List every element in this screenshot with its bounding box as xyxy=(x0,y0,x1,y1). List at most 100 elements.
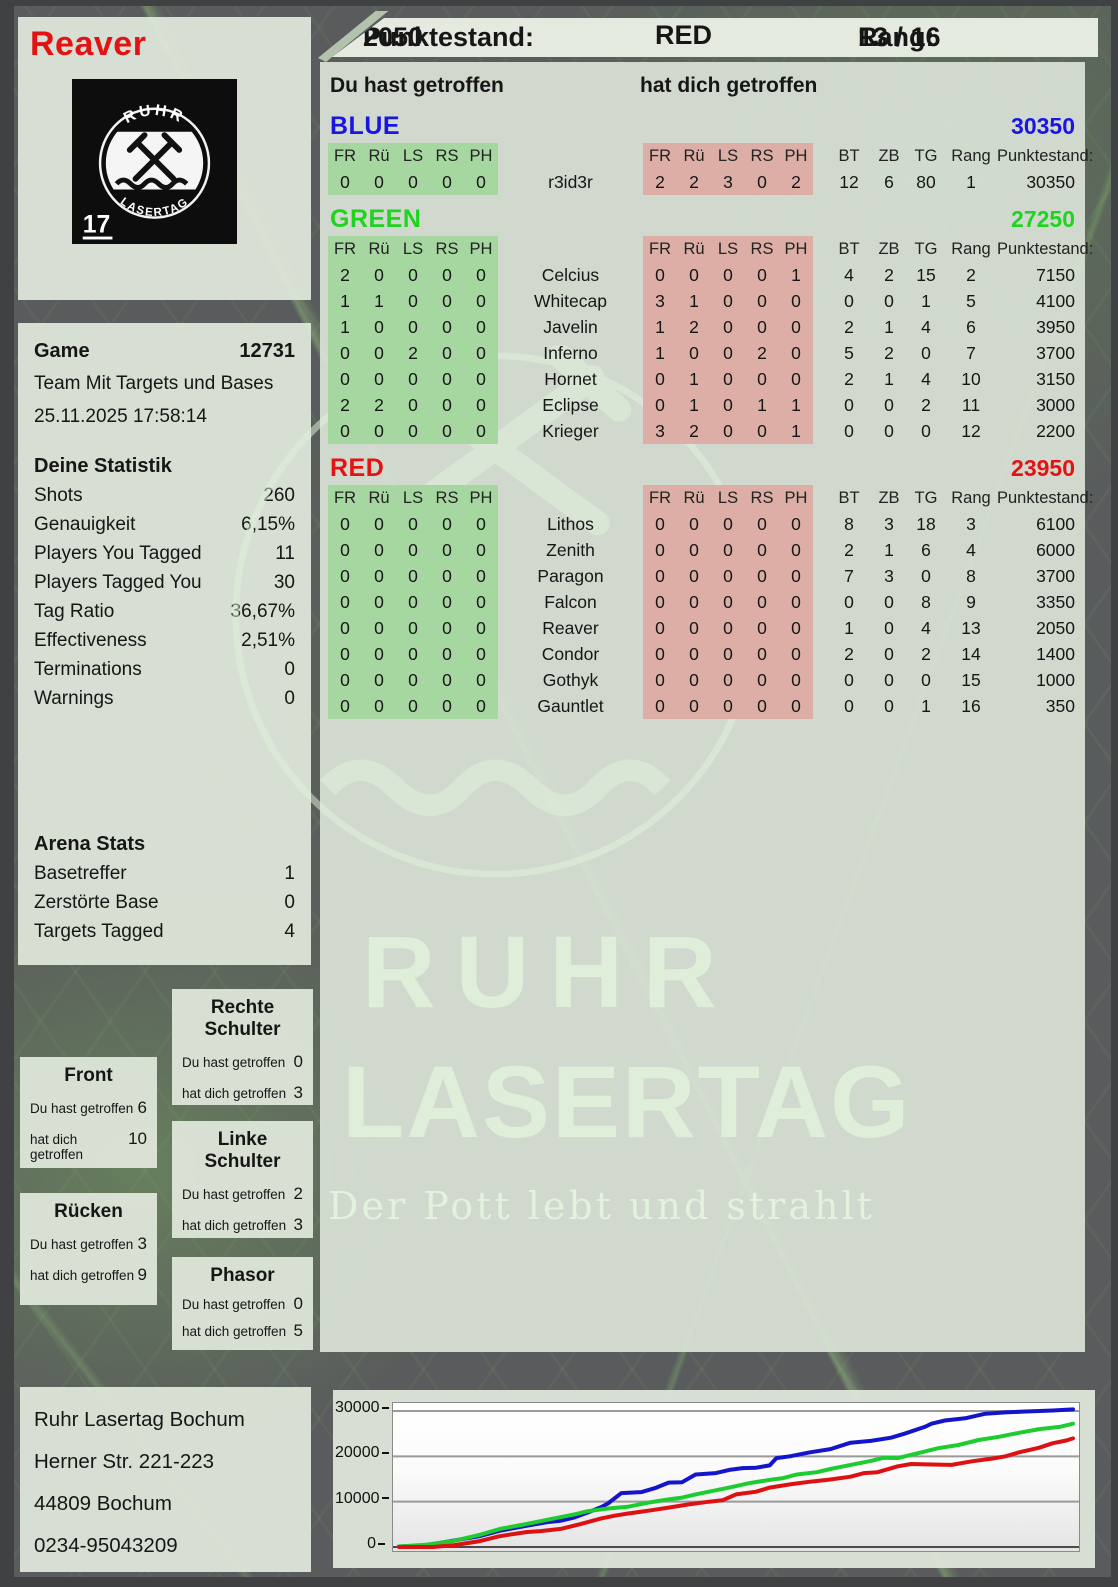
you-hit-cell: 2 xyxy=(328,392,362,418)
you-hit-cell: 0 xyxy=(464,340,498,366)
zone-col-header: PH xyxy=(779,143,813,169)
bt-cell: 2 xyxy=(844,540,854,560)
zb-cell: 0 xyxy=(884,618,894,638)
game-id: 12731 xyxy=(239,340,295,362)
y-tick-label: 10000 xyxy=(335,1490,389,1508)
tick-mark xyxy=(381,1497,389,1500)
stat-col-header: ZB xyxy=(878,147,900,165)
hitzone-title: Front xyxy=(64,1065,113,1086)
stat-label: Shots xyxy=(34,485,83,506)
you-hit-cell: 0 xyxy=(430,169,464,195)
them-hit-cell: 0 xyxy=(745,615,779,641)
bt-cell: 0 xyxy=(844,592,854,612)
zone-col-header: RS xyxy=(745,236,779,262)
them-hit-cell: 0 xyxy=(779,314,813,340)
arena-stat-value: 4 xyxy=(284,921,295,942)
player-row: 0 0 0 0 0 Hornet 0 1 0 0 0 2 1 4 10 3150 xyxy=(320,366,1085,392)
you-hit-value: 0 xyxy=(293,1052,303,1071)
them-hit-cell: 0 xyxy=(711,366,745,392)
tg-cell: 18 xyxy=(916,514,936,534)
arena-stat-row: Zerstörte Base 0 xyxy=(34,888,295,917)
them-hit-cell: 0 xyxy=(643,667,677,693)
score-chart-panel: 30000 20000 10000 0 xyxy=(333,1390,1095,1568)
player-name-cell: r3id3r xyxy=(548,172,593,192)
you-hit-cell: 0 xyxy=(464,314,498,340)
bt-cell: 4 xyxy=(844,265,854,285)
you-hit-label: Du hast getroffen xyxy=(182,1187,286,1202)
zb-cell: 3 xyxy=(884,514,894,534)
stat-row: Players Tagged You 30 xyxy=(34,568,295,597)
them-hit-value: 10 xyxy=(128,1129,147,1148)
punktestand-cell: 3700 xyxy=(1036,566,1075,586)
zone-col-header: FR xyxy=(643,143,677,169)
them-hit-cell: 0 xyxy=(779,288,813,314)
them-hit-cell: 0 xyxy=(711,392,745,418)
tg-cell: 4 xyxy=(921,369,931,389)
you-hit-cell: 0 xyxy=(396,392,430,418)
zone-col-header: RS xyxy=(430,485,464,511)
zone-col-header: LS xyxy=(711,143,745,169)
stat-label: Tag Ratio xyxy=(34,601,115,622)
zone-col-header: Rü xyxy=(677,485,711,511)
zb-cell: 3 xyxy=(884,566,894,586)
punktestand-cell: 3350 xyxy=(1036,592,1075,612)
them-hit-value: 9 xyxy=(137,1265,147,1284)
you-hit-cell: 0 xyxy=(328,537,362,563)
you-hit-cell: 0 xyxy=(464,262,498,288)
you-hit-cell: 0 xyxy=(396,667,430,693)
y-tick-label: 30000 xyxy=(335,1399,389,1417)
stat-col-header: Rang xyxy=(951,240,991,258)
you-hit-cell: 0 xyxy=(464,589,498,615)
them-hit-cell: 1 xyxy=(745,392,779,418)
logo-number: 17 xyxy=(83,211,111,238)
you-hit-cell: 1 xyxy=(328,314,362,340)
venue-address-panel: Ruhr Lasertag Bochum Herner Str. 221-223 4… xyxy=(20,1387,311,1572)
rank-value: 13 / 16 xyxy=(858,22,941,52)
bt-cell: 0 xyxy=(844,291,854,311)
player-row: 0 0 0 0 0 Falcon 0 0 0 0 0 0 0 8 9 3350 xyxy=(320,589,1085,615)
bt-cell: 0 xyxy=(844,421,854,441)
you-hit-cell: 0 xyxy=(328,169,362,195)
them-hit-cell: 1 xyxy=(779,262,813,288)
stat-col-header: TG xyxy=(914,489,938,507)
you-hit-cell: 0 xyxy=(464,693,498,719)
stat-label: Terminations xyxy=(34,659,142,680)
punktestand-col-header: Punktestand: xyxy=(997,147,1094,165)
arena-stat-label: Targets Tagged xyxy=(34,921,164,942)
hammers-icon xyxy=(126,132,183,182)
punktestand-cell: 350 xyxy=(1045,696,1075,716)
zone-col-header: RS xyxy=(430,143,464,169)
you-hit-cell: 0 xyxy=(328,418,362,444)
you-hit-cell: 0 xyxy=(430,288,464,314)
player-name-cell: Javelin xyxy=(543,317,598,337)
team-total-score: 27250 xyxy=(1011,205,1075,232)
player-row: 2 2 0 0 0 Eclipse 0 1 0 1 1 0 0 2 11 3000 xyxy=(320,392,1085,418)
rank-label: Rang: xyxy=(858,22,935,52)
stat-col-header: ZB xyxy=(878,489,900,507)
rang-cell: 14 xyxy=(961,644,981,664)
stat-row: Shots 260 xyxy=(34,481,295,510)
you-hit-label: Du hast getroffen xyxy=(30,1237,134,1252)
zone-col-header: PH xyxy=(779,236,813,262)
you-hit-cell: 0 xyxy=(464,418,498,444)
them-hit-cell: 0 xyxy=(745,262,779,288)
stat-row: Terminations 0 xyxy=(34,655,295,684)
player-name-cell: Gothyk xyxy=(542,670,599,690)
them-hit-cell: 0 xyxy=(745,641,779,667)
them-hit-label: hat dich getroffen xyxy=(30,1268,135,1283)
you-hit-cell: 0 xyxy=(396,563,430,589)
team-section-red: RED 23950 FR Rü LS RS PH FR Rü LS RS PH BT ZB TG Rang Pu… xyxy=(320,452,1093,719)
player-row: 0 0 0 0 0 Krieger 3 2 0 0 1 0 0 0 12 2200 xyxy=(320,418,1085,444)
you-hit-value: 3 xyxy=(137,1234,147,1253)
zone-col-header: Rü xyxy=(677,236,711,262)
zone-col-header: LS xyxy=(711,236,745,262)
tg-cell: 0 xyxy=(921,421,931,441)
tg-cell: 4 xyxy=(921,317,931,337)
zone-col-header: RS xyxy=(430,236,464,262)
them-hit-cell: 3 xyxy=(711,169,745,195)
table-header-row: FR Rü LS RS PH FR Rü LS RS PH BT ZB TG Rang Punktestan… xyxy=(320,485,1093,511)
zone-col-header: RS xyxy=(745,143,779,169)
you-hit-cell: 0 xyxy=(396,288,430,314)
them-hit-cell: 0 xyxy=(643,537,677,563)
them-hit-cell: 1 xyxy=(677,288,711,314)
